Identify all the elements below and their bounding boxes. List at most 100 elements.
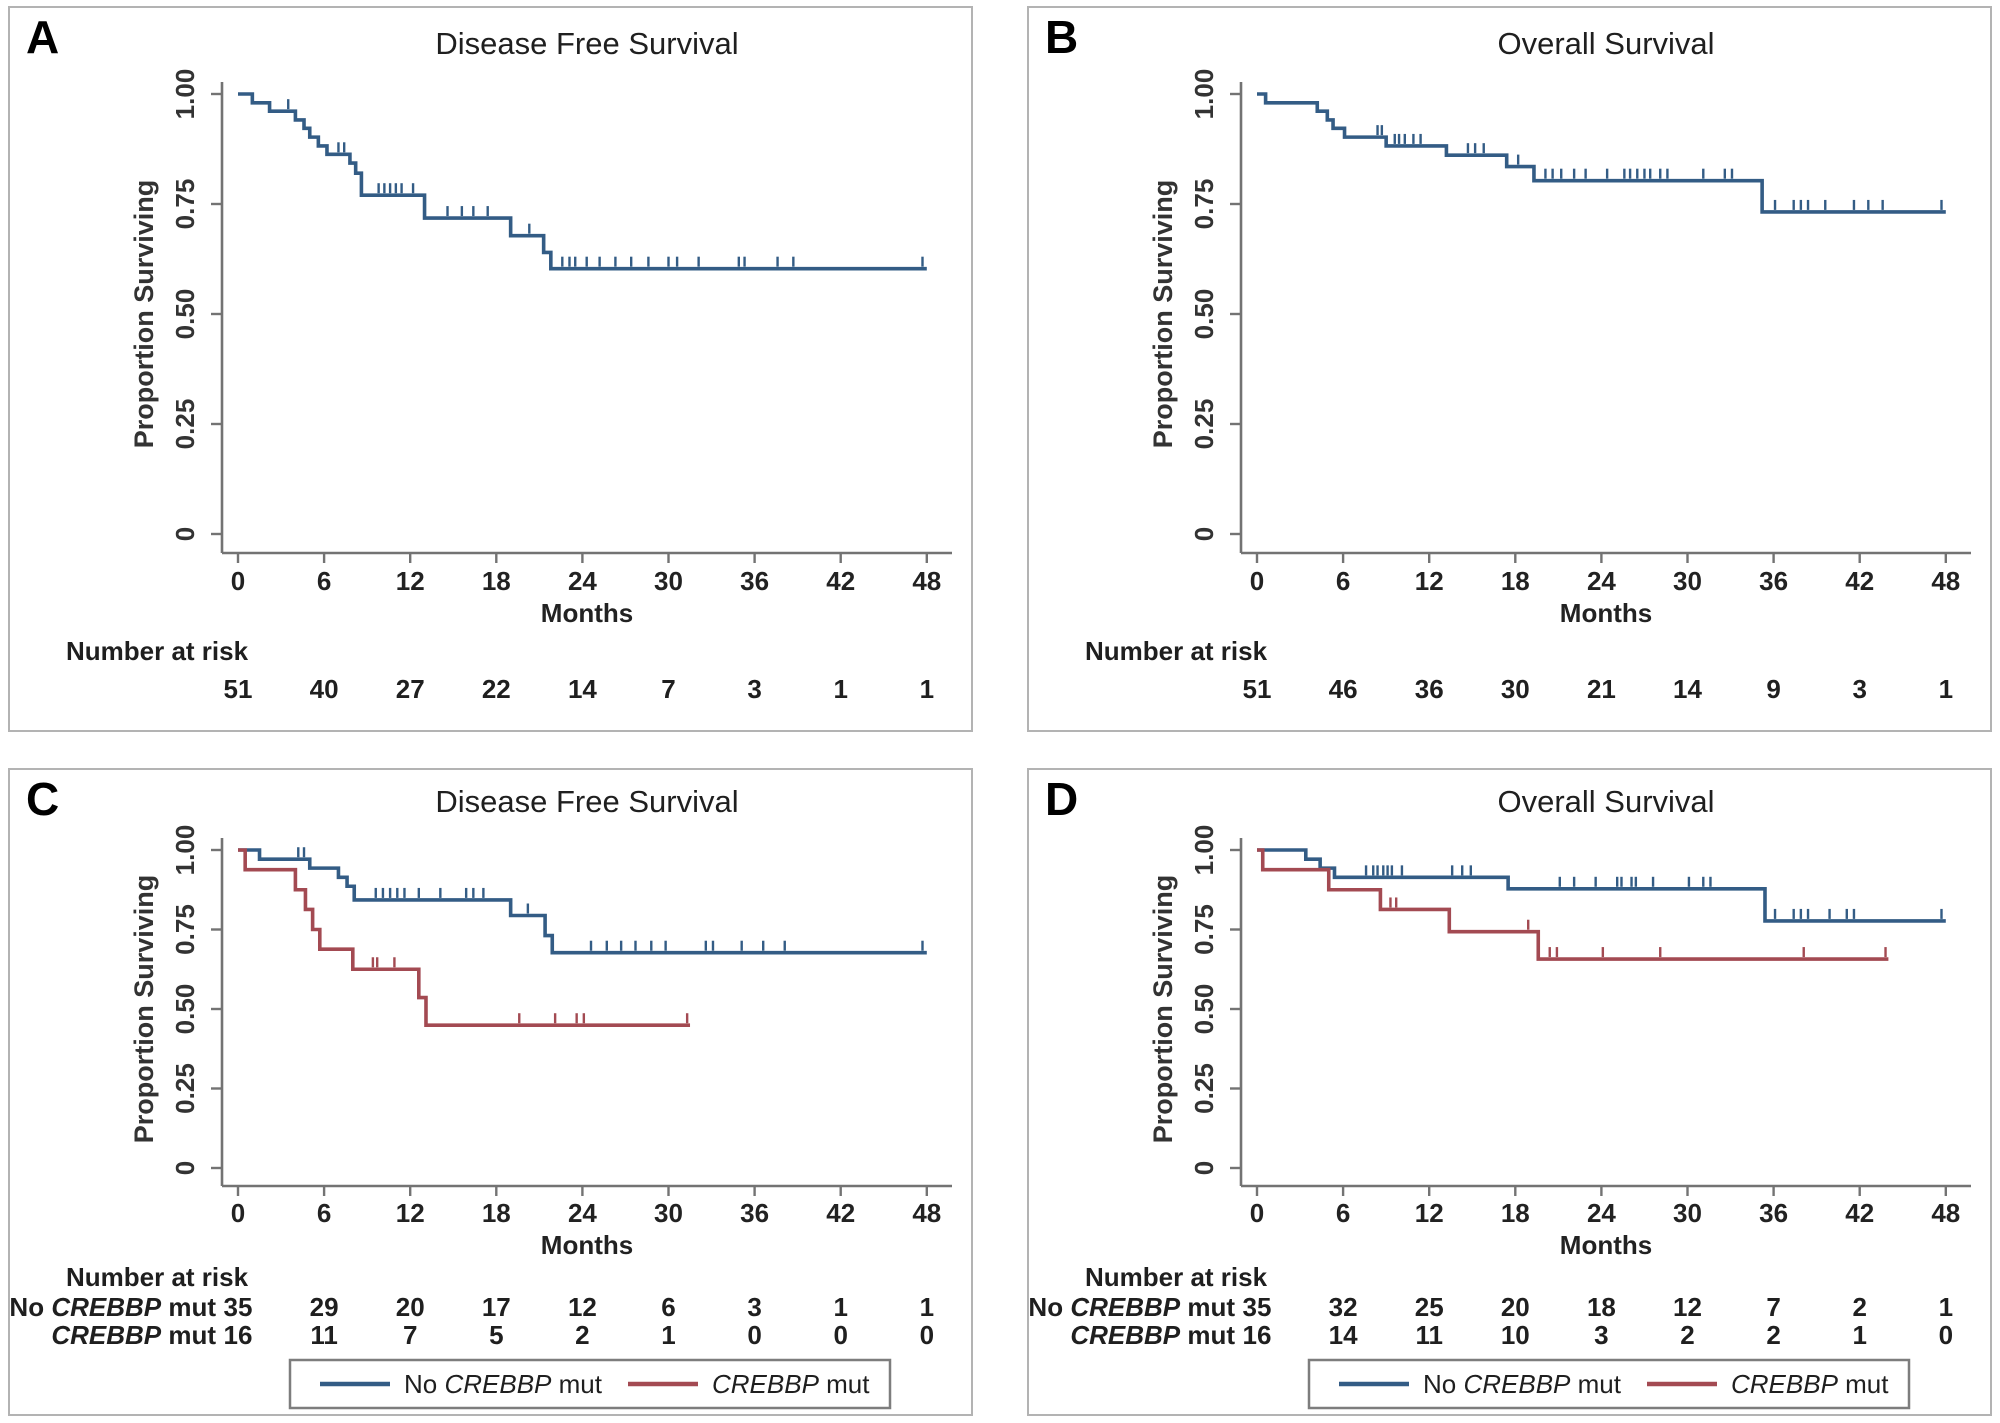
x-tick-label: 18 [1501, 566, 1530, 596]
risk-count: 12 [1673, 1292, 1702, 1322]
risk-count: 36 [1415, 674, 1444, 704]
y-axis-label: Proportion Surviving [129, 180, 159, 449]
chart-title: Overall Survival [1497, 26, 1714, 61]
panel-B-overall-survival: B Overall Survival 1.00 0.75 0.50 0.25 0 Propo… [1027, 6, 1992, 732]
risk-count: 17 [482, 1292, 511, 1322]
risk-count: 14 [568, 674, 597, 704]
y-tick-label: 0.75 [1189, 179, 1219, 230]
risk-count: 2 [1852, 1292, 1866, 1322]
km-curve-no-crebbp-mut [1257, 848, 1946, 923]
y-axis-label: Proportion Surviving [129, 875, 159, 1144]
risk-count: 1 [1852, 1320, 1866, 1350]
risk-count: 12 [568, 1292, 597, 1322]
risk-count: 30 [1501, 674, 1530, 704]
x-tick-label: 18 [1501, 1198, 1530, 1228]
x-tick-label: 42 [826, 566, 855, 596]
panel-A-disease-free-survival: A Disease Free Survival 1.00 0.75 0.50 0.25 0… [8, 6, 973, 732]
x-tick-label: 48 [1931, 566, 1960, 596]
risk-count: 6 [661, 1292, 675, 1322]
risk-count: 11 [310, 1320, 338, 1350]
chart-title: Disease Free Survival [435, 26, 738, 61]
x-tick-label: 6 [1336, 566, 1350, 596]
km-curve-crebbp-mut [238, 848, 691, 1028]
risk-count: 35 [1243, 1292, 1272, 1322]
risk-count: 1 [1939, 674, 1953, 704]
chart-title: Disease Free Survival [435, 784, 738, 819]
legend-entry-label: CREBBP mut [1731, 1369, 1889, 1399]
x-tick-label: 6 [317, 566, 331, 596]
x-tick-label: 42 [1845, 566, 1874, 596]
panel-letter-D: D [1045, 773, 1079, 825]
risk-count: 5 [489, 1320, 503, 1350]
chart-title: Overall Survival [1497, 784, 1714, 819]
x-tick-label: 48 [1931, 1198, 1960, 1228]
y-tick-label: 0.50 [1189, 984, 1219, 1035]
x-axis-label: Months [541, 1230, 633, 1260]
x-tick-label: 36 [1759, 566, 1788, 596]
risk-count: 0 [920, 1320, 934, 1350]
x-tick-label: 12 [396, 566, 425, 596]
number-at-risk-label: Number at risk [66, 1262, 249, 1292]
y-tick-label: 1.00 [170, 69, 200, 120]
panel-letter-C: C [26, 773, 60, 825]
x-tick-label: 42 [1845, 1198, 1874, 1228]
x-tick-label: 48 [912, 566, 941, 596]
risk-count: 22 [482, 674, 511, 704]
legend-entry-label: CREBBP mut [712, 1369, 870, 1399]
x-tick-label: 48 [912, 1198, 941, 1228]
x-tick-label: 18 [482, 566, 511, 596]
x-tick-label: 0 [231, 1198, 245, 1228]
risk-count: 0 [747, 1320, 761, 1350]
y-tick-label: 0.25 [1189, 1063, 1219, 1114]
y-tick-label: 0 [170, 1161, 200, 1175]
km-curve-no-crebbp-mut [238, 848, 927, 955]
risk-count: 0 [1939, 1320, 1953, 1350]
number-at-risk-label: Number at risk [1085, 1262, 1268, 1292]
risk-count: 3 [1852, 674, 1866, 704]
x-tick-label: 6 [317, 1198, 331, 1228]
number-at-risk-label: Number at risk [1085, 636, 1268, 666]
x-tick-label: 42 [826, 1198, 855, 1228]
y-axis-label: Proportion Surviving [1148, 875, 1178, 1144]
y-tick-label: 0.25 [170, 1063, 200, 1114]
risk-count: 7 [403, 1320, 417, 1350]
risk-count: 27 [396, 674, 425, 704]
risk-row-label: No CREBBP mut [10, 1292, 216, 1322]
risk-count: 29 [310, 1292, 339, 1322]
risk-count: 7 [1766, 1292, 1780, 1322]
y-tick-label: 0 [1189, 527, 1219, 541]
x-tick-label: 24 [1587, 566, 1616, 596]
y-tick-label: 0 [1189, 1161, 1219, 1175]
risk-count: 1 [1939, 1292, 1953, 1322]
risk-count: 46 [1329, 674, 1358, 704]
y-tick-label: 1.00 [1189, 825, 1219, 876]
y-tick-label: 0.50 [170, 289, 200, 340]
x-tick-label: 24 [568, 1198, 597, 1228]
risk-count: 9 [1766, 674, 1780, 704]
risk-count: 1 [661, 1320, 675, 1350]
panel-letter-B: B [1045, 11, 1079, 63]
y-tick-label: 0.50 [170, 984, 200, 1035]
x-tick-label: 30 [654, 566, 683, 596]
km-curve-crebbp-mut [1257, 848, 1889, 961]
km-chart-dfs-by-crebbp: Disease Free Survival 1.00 0.75 0.50 0.25 0 Pr… [10, 784, 952, 1410]
legend-entry-label: No CREBBP mut [1423, 1369, 1622, 1399]
x-axis-label: Months [541, 598, 633, 628]
x-tick-label: 12 [396, 1198, 425, 1228]
km-chart-os-all: Overall Survival 1.00 0.75 0.50 0.25 0 Proport… [1085, 26, 1971, 704]
legend-entry-label: No CREBBP mut [404, 1369, 603, 1399]
y-tick-label: 1.00 [170, 825, 200, 876]
x-axis-label: Months [1560, 598, 1652, 628]
risk-row-label: No CREBBP mut [1029, 1292, 1235, 1322]
x-tick-label: 18 [482, 1198, 511, 1228]
risk-count: 3 [747, 674, 761, 704]
risk-count: 32 [1329, 1292, 1358, 1322]
risk-count: 11 [1415, 1320, 1443, 1350]
risk-count: 14 [1329, 1320, 1358, 1350]
x-tick-label: 6 [1336, 1198, 1350, 1228]
x-tick-label: 36 [740, 1198, 769, 1228]
panel-letter-A: A [26, 11, 60, 63]
risk-count: 20 [1501, 1292, 1530, 1322]
risk-count: 18 [1587, 1292, 1616, 1322]
